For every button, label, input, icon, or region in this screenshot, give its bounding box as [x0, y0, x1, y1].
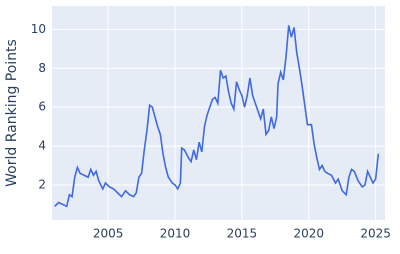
x-tick-label: 2025 — [360, 227, 391, 241]
y-axis-label: World Ranking Points — [4, 39, 20, 187]
x-tick-label: 2015 — [227, 227, 258, 241]
x-tick-label: 2010 — [160, 227, 191, 241]
x-tick-label: 2020 — [293, 227, 324, 241]
y-tick-label: 10 — [31, 22, 46, 36]
data-line — [54, 25, 380, 208]
y-tick-label: 8 — [38, 61, 46, 75]
x-tick-label: 2005 — [93, 227, 124, 241]
y-tick-label: 6 — [38, 100, 46, 114]
y-tick-label: 2 — [38, 177, 46, 191]
y-tick-label: 4 — [38, 139, 46, 153]
